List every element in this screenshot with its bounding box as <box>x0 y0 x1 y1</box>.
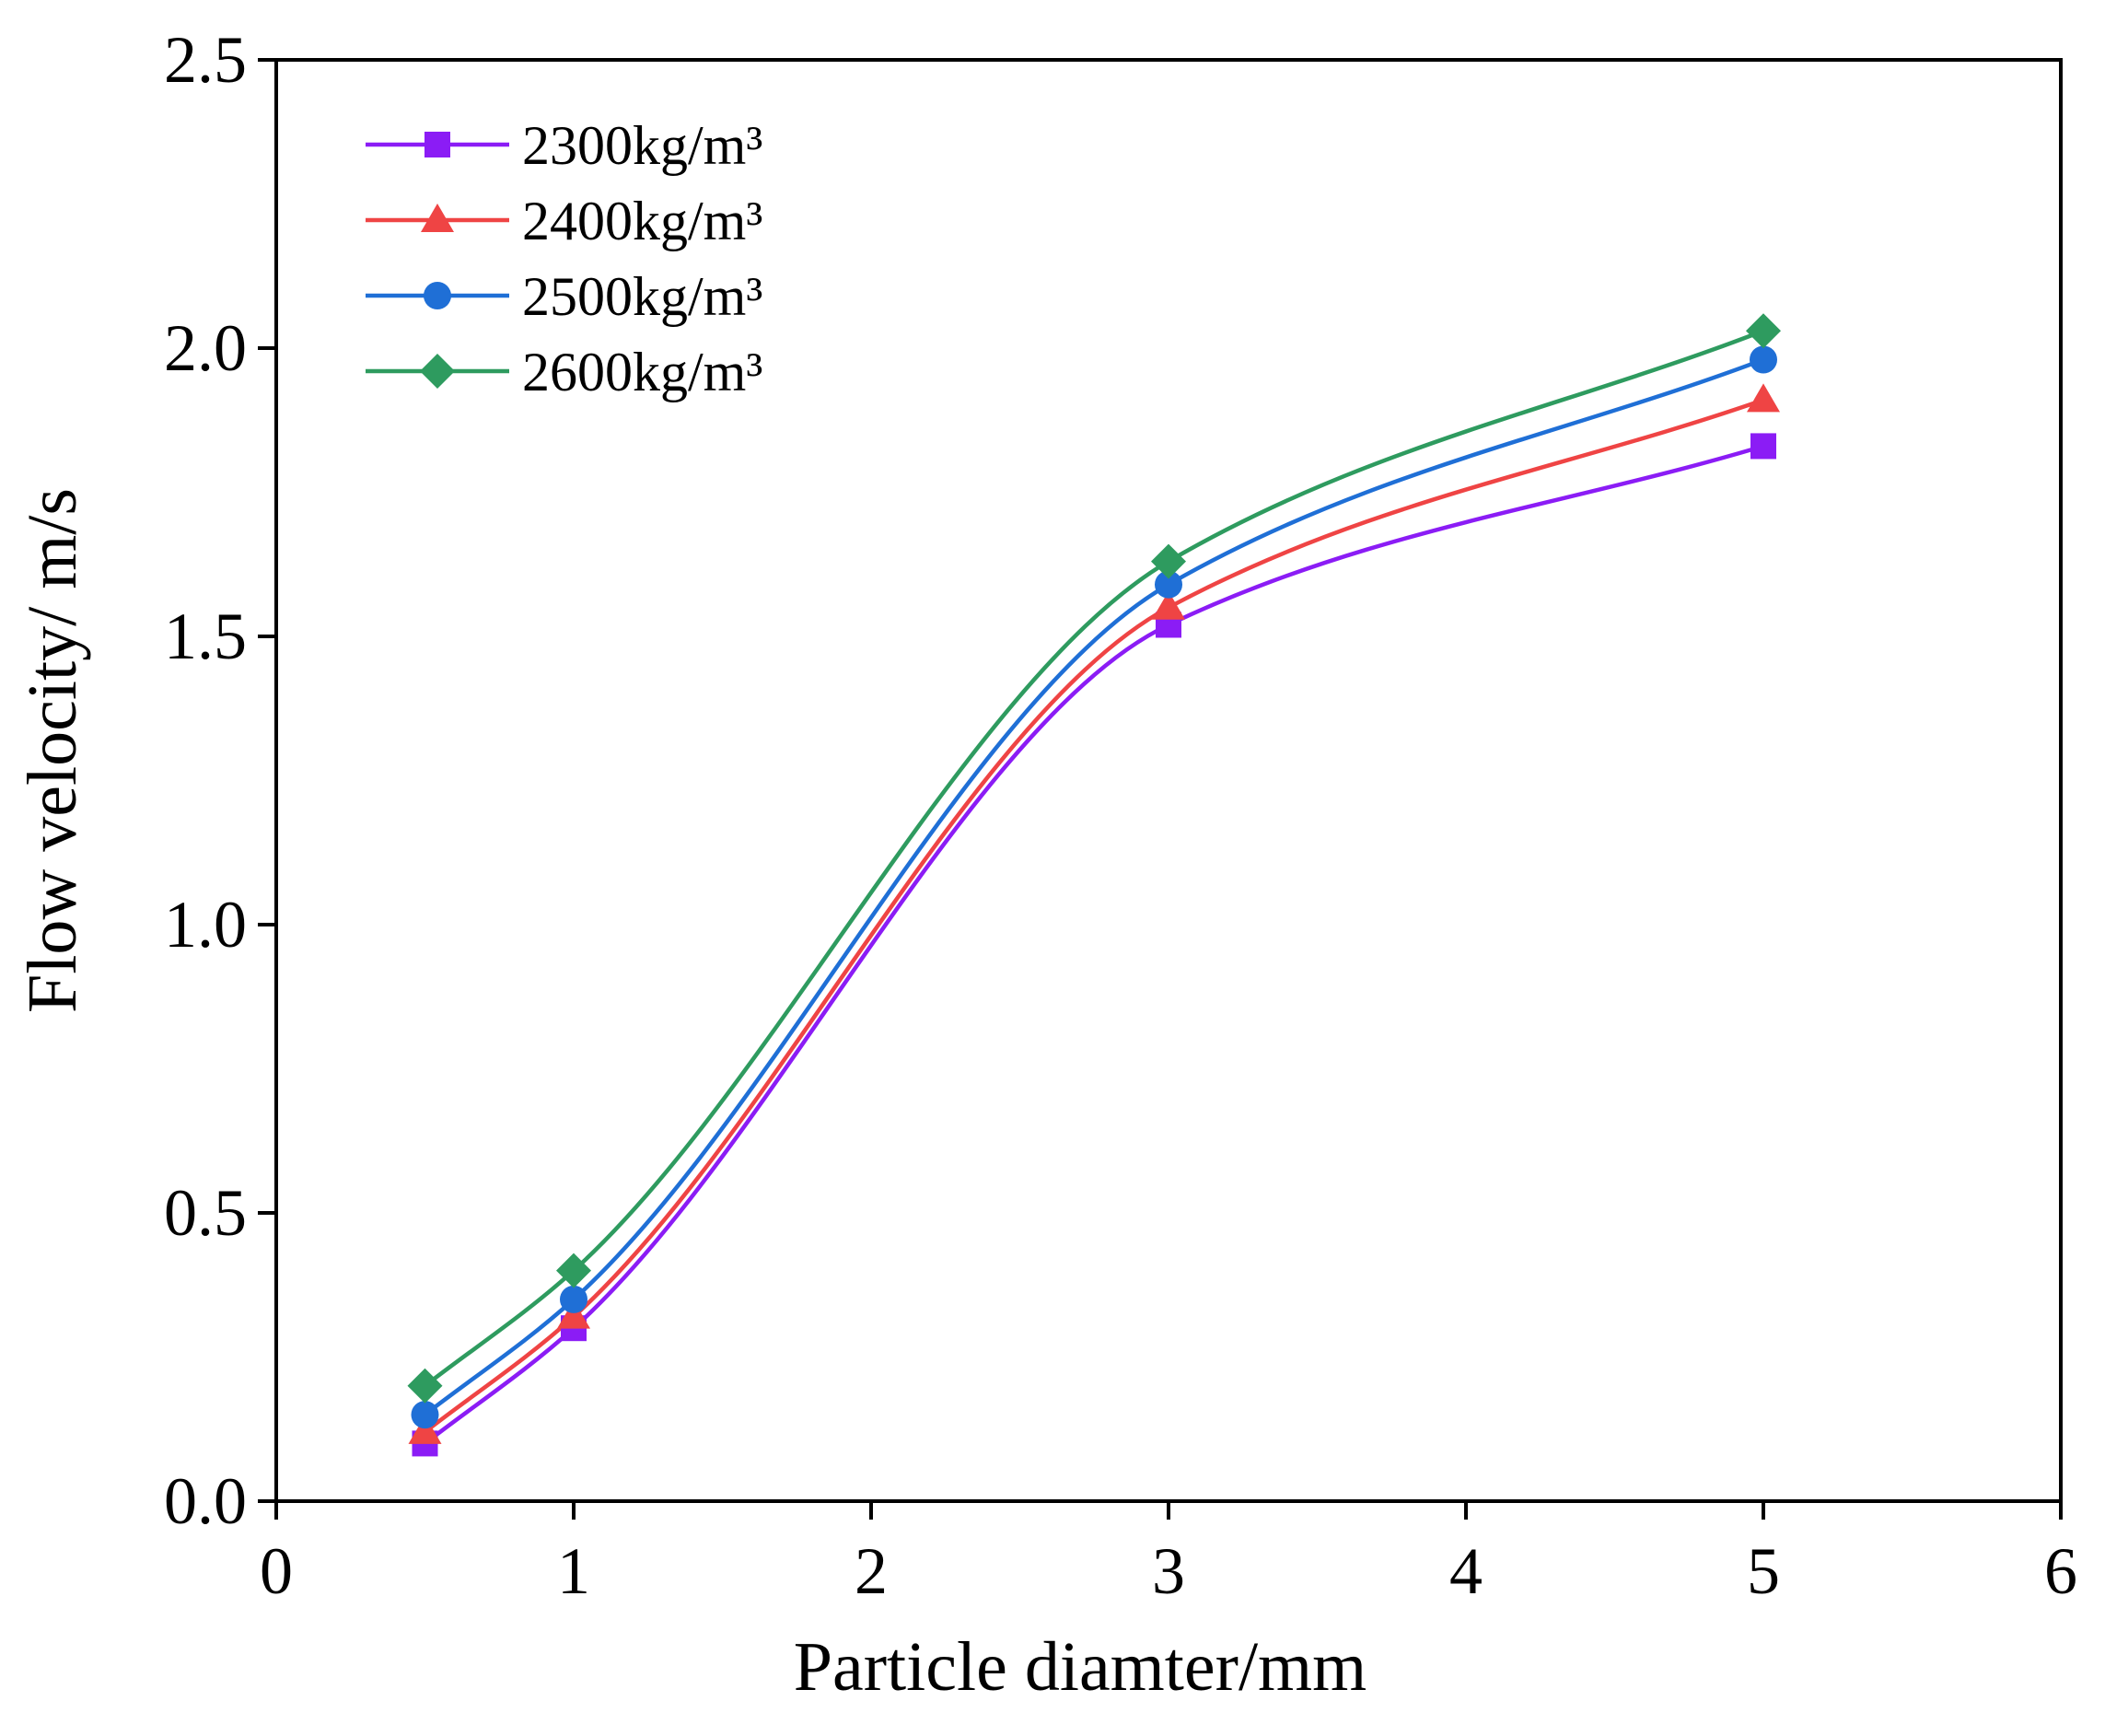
legend-marker-1 <box>424 132 450 157</box>
legend-label-2: 2400kg/m³ <box>522 191 762 251</box>
x-tick-label-5: 5 <box>1747 1534 1780 1608</box>
series-line-2 <box>424 398 1764 1434</box>
legend-marker-4 <box>420 354 455 389</box>
x-tick-label-1: 1 <box>557 1534 590 1608</box>
data-point-3-2 <box>560 1285 587 1313</box>
x-tick-label-0: 0 <box>260 1534 293 1608</box>
y-tick-label-0: 0.0 <box>164 1464 247 1538</box>
x-axis-title: Particle diamter/mm <box>794 1628 1367 1706</box>
x-tick-label-2: 2 <box>855 1534 888 1608</box>
data-point-2-2 <box>557 1299 590 1329</box>
data-point-3-4 <box>1750 345 1777 374</box>
y-tick-label-1: 0.5 <box>164 1176 247 1250</box>
tick-marks-and-labels: 0 1 2 3 4 5 6 0.0 0.5 1.0 1.5 2.0 2.5 <box>164 23 2077 1608</box>
legend-marker-3 <box>424 282 451 309</box>
data-point-2-3 <box>1152 590 1185 620</box>
legend-label-4: 2600kg/m³ <box>522 342 762 402</box>
x-tick-label-4: 4 <box>1449 1534 1483 1608</box>
y-tick-label-4: 2.0 <box>164 311 247 385</box>
legend-marker-2 <box>421 204 454 232</box>
x-tick-label-3: 3 <box>1152 1534 1185 1608</box>
data-point-4-4 <box>1746 313 1781 349</box>
y-tick-label-5: 2.5 <box>164 23 247 97</box>
y-tick-label-2: 1.0 <box>164 888 247 961</box>
data-point-3-1 <box>411 1401 439 1429</box>
data-point-4-2 <box>556 1252 591 1288</box>
data-point-1-4 <box>1750 433 1776 460</box>
legend: 2300kg/m³ 2400kg/m³ 2500kg/m³ 2600kg/m³ <box>366 115 762 402</box>
data-point-4-1 <box>407 1368 443 1404</box>
y-tick-label-3: 1.5 <box>164 600 247 673</box>
x-tick-label-6: 6 <box>2044 1534 2077 1608</box>
y-axis-title: Flow velocity/ m/s <box>14 488 91 1013</box>
series-line-4 <box>424 329 1764 1388</box>
series-curves <box>424 329 1764 1446</box>
series-markers <box>407 313 1781 1457</box>
data-point-4-3 <box>1151 543 1186 579</box>
legend-label-1: 2300kg/m³ <box>522 115 762 176</box>
data-point-3-3 <box>1155 570 1182 599</box>
data-point-2-1 <box>408 1415 442 1444</box>
legend-label-3: 2500kg/m³ <box>522 266 762 327</box>
series-line-1 <box>424 444 1764 1446</box>
series-line-3 <box>424 357 1764 1416</box>
data-point-2-4 <box>1747 383 1780 413</box>
